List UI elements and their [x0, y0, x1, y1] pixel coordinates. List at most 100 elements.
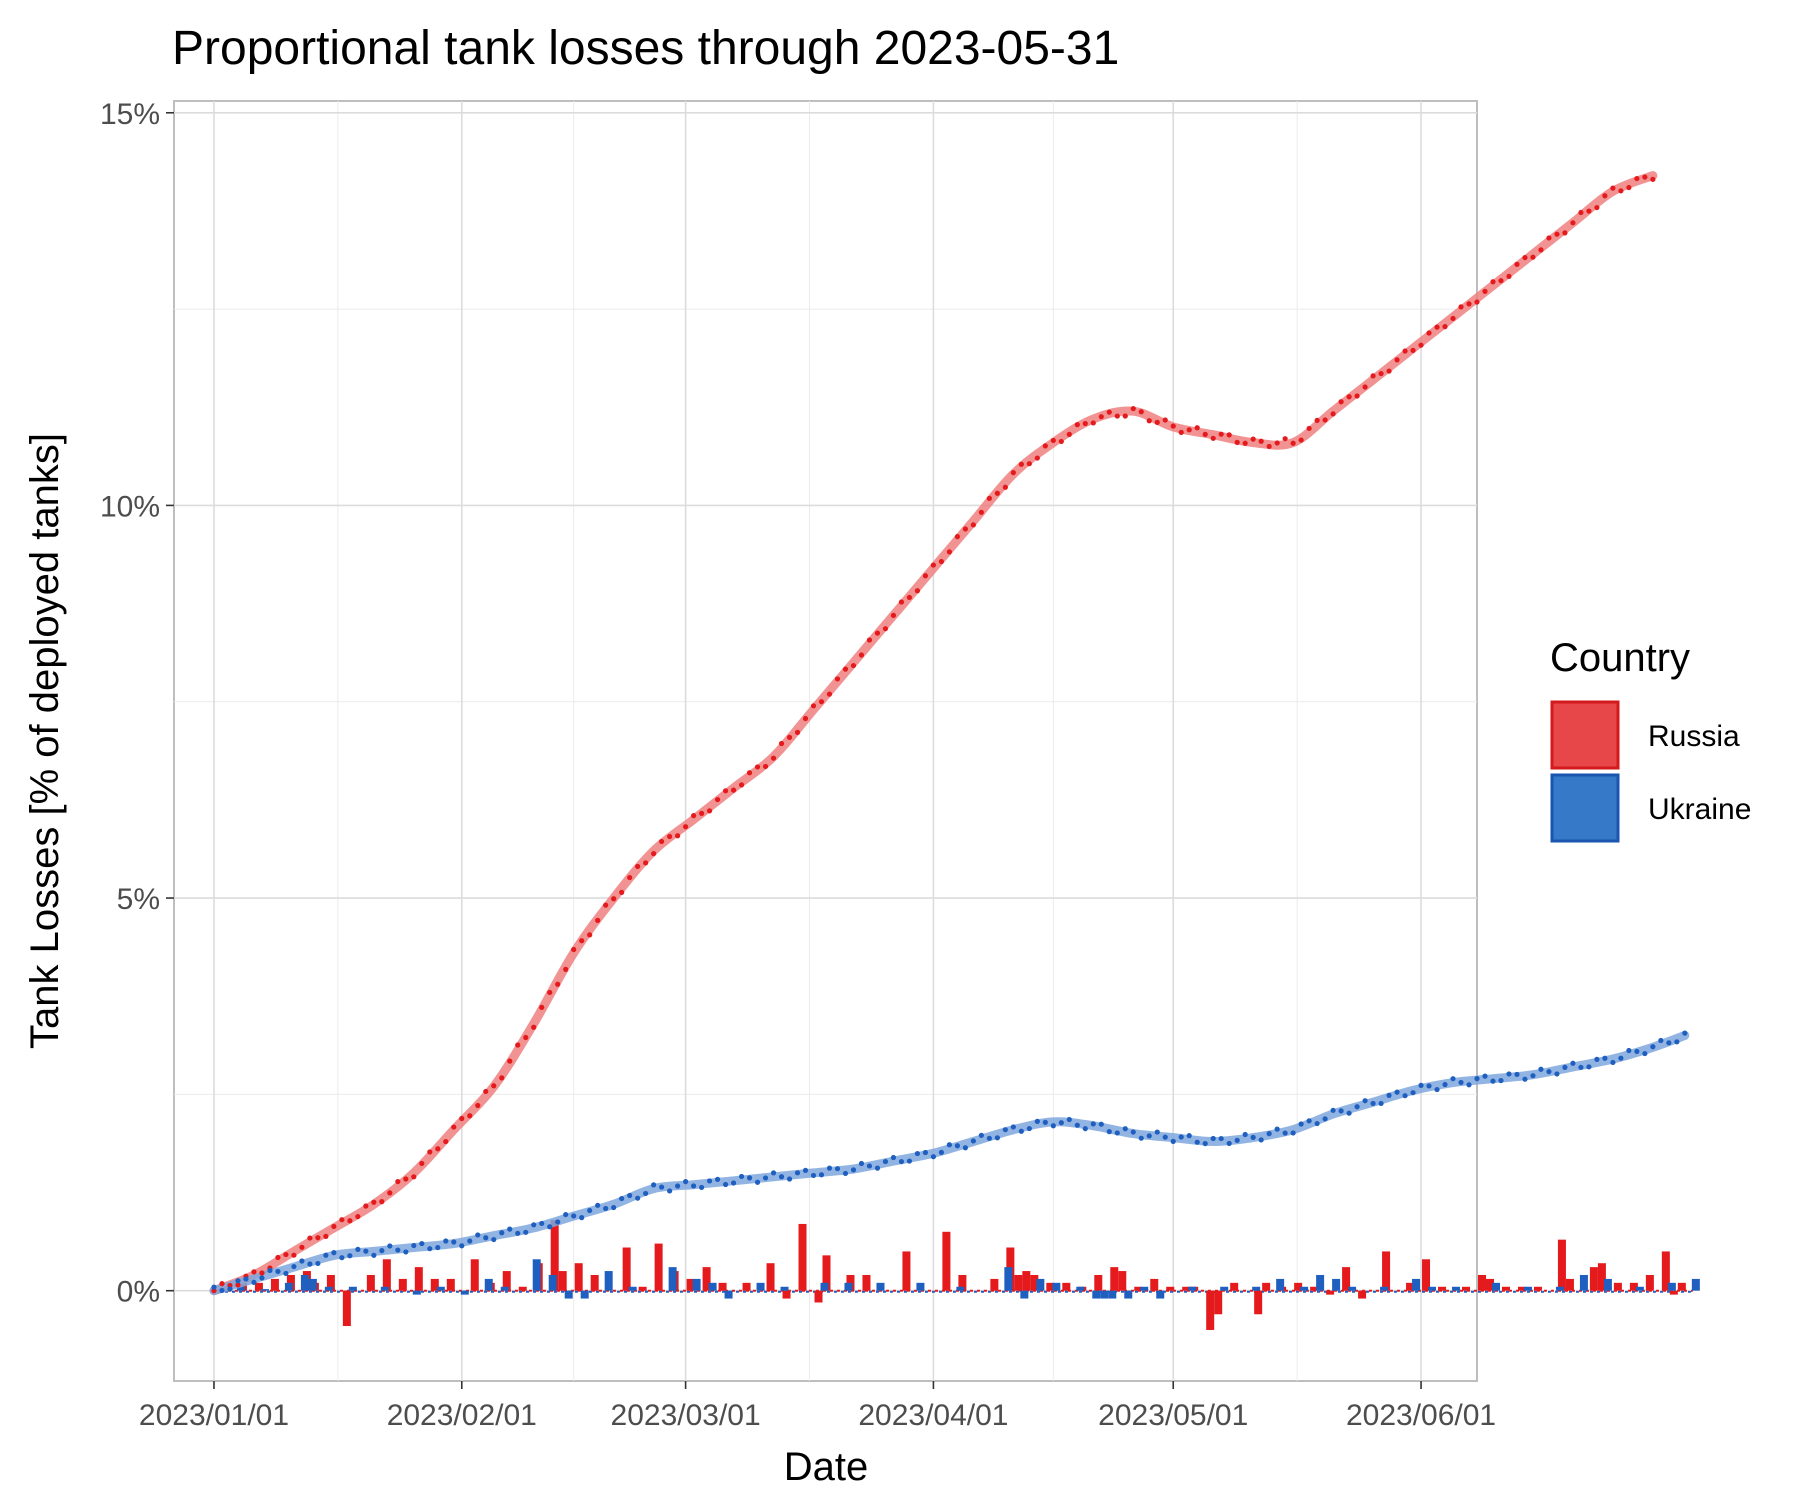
point-russia	[866, 637, 873, 643]
point-russia	[315, 1235, 321, 1241]
daily-bar-russia	[1030, 1274, 1039, 1291]
point-ukraine	[1682, 1030, 1688, 1036]
daily-bar-russia	[1613, 1282, 1622, 1291]
daily-bar-ukraine	[1523, 1286, 1532, 1291]
trend-line-ukraine	[209, 1031, 1690, 1296]
point-russia	[1426, 330, 1432, 336]
point-ukraine	[738, 1173, 745, 1180]
daily-bar-russia	[558, 1271, 567, 1291]
point-russia	[1642, 174, 1648, 180]
point-ukraine	[1530, 1073, 1536, 1079]
point-russia	[954, 534, 960, 540]
point-ukraine	[1402, 1093, 1408, 1099]
daily-bar-russia	[622, 1247, 631, 1291]
point-ukraine	[1298, 1121, 1304, 1127]
point-ukraine	[1138, 1135, 1144, 1141]
point-ukraine	[866, 1163, 873, 1169]
point-ukraine	[794, 1170, 801, 1176]
point-ukraine	[1386, 1092, 1392, 1098]
daily-bar-ukraine	[1100, 1290, 1109, 1299]
point-ukraine	[754, 1179, 761, 1185]
point-russia	[659, 838, 665, 845]
point-ukraine	[1210, 1135, 1216, 1142]
point-russia	[1242, 440, 1248, 446]
point-russia	[1338, 399, 1344, 405]
legend-key-russia	[1550, 700, 1620, 770]
point-ukraine	[1090, 1121, 1096, 1127]
point-russia	[1418, 342, 1424, 348]
point-ukraine	[1170, 1138, 1176, 1144]
point-ukraine	[906, 1158, 913, 1164]
point-russia	[603, 902, 609, 908]
point-ukraine	[363, 1248, 369, 1254]
point-ukraine	[355, 1246, 361, 1252]
point-russia	[1618, 188, 1624, 194]
point-ukraine	[283, 1270, 289, 1277]
point-ukraine	[531, 1222, 537, 1228]
point-russia	[523, 1034, 529, 1041]
point-ukraine	[1274, 1126, 1280, 1132]
point-ukraine	[826, 1165, 833, 1171]
point-ukraine	[411, 1242, 417, 1249]
point-russia	[850, 662, 857, 669]
point-russia	[363, 1203, 369, 1209]
point-ukraine	[970, 1138, 976, 1144]
point-russia	[730, 787, 737, 793]
point-ukraine	[603, 1205, 609, 1212]
daily-bar-russia	[1677, 1282, 1686, 1291]
point-ukraine	[834, 1166, 841, 1172]
point-russia	[914, 588, 921, 594]
daily-bar-ukraine	[1452, 1286, 1461, 1291]
point-russia	[1594, 204, 1600, 211]
point-ukraine	[307, 1261, 313, 1267]
point-ukraine	[675, 1183, 681, 1189]
point-russia	[778, 740, 785, 747]
point-ukraine	[387, 1243, 393, 1249]
point-ukraine	[1130, 1129, 1136, 1135]
point-ukraine	[1562, 1064, 1568, 1070]
daily-bar-russia	[702, 1267, 711, 1291]
point-ukraine	[1514, 1071, 1520, 1078]
point-russia	[698, 810, 705, 816]
point-russia	[834, 676, 841, 682]
daily-bar-russia	[1342, 1267, 1351, 1291]
daily-bar-ukraine	[1220, 1286, 1229, 1291]
x-axis: 2023/01/01 2023/02/01 2023/03/01 2023/04/01…	[139, 1381, 1496, 1432]
point-ukraine	[1442, 1081, 1448, 1088]
x-tick-label: 2023/06/01	[1346, 1399, 1496, 1432]
point-ukraine	[659, 1184, 665, 1190]
daily-bar-russia	[1118, 1271, 1127, 1291]
point-russia	[595, 917, 601, 923]
point-ukraine	[211, 1284, 217, 1290]
daily-bar-ukraine	[1076, 1286, 1085, 1291]
point-ukraine	[1082, 1126, 1088, 1132]
point-ukraine	[219, 1287, 225, 1294]
daily-bar-ukraine	[604, 1271, 613, 1291]
point-russia	[547, 989, 553, 996]
daily-bar-russia	[1294, 1282, 1303, 1291]
point-ukraine	[435, 1244, 441, 1251]
point-russia	[1210, 435, 1216, 441]
daily-bar-russia	[1022, 1271, 1031, 1291]
grid-lines	[174, 101, 1477, 1381]
point-russia	[1042, 443, 1048, 449]
point-ukraine	[1242, 1131, 1248, 1138]
daily-bar-russia	[862, 1274, 871, 1291]
point-ukraine	[323, 1252, 329, 1258]
daily-bar-russia	[1150, 1278, 1159, 1291]
point-ukraine	[786, 1176, 793, 1182]
point-russia	[1442, 324, 1448, 330]
point-russia	[619, 889, 625, 895]
point-ukraine	[1050, 1123, 1056, 1129]
point-russia	[451, 1124, 457, 1130]
point-russia	[1258, 438, 1264, 444]
point-ukraine	[1034, 1118, 1040, 1124]
daily-bar-ukraine	[1108, 1290, 1117, 1299]
point-russia	[371, 1199, 377, 1205]
point-ukraine	[1554, 1071, 1560, 1077]
point-ukraine	[858, 1160, 865, 1167]
point-ukraine	[1666, 1040, 1672, 1046]
y-tick-label: 10%	[100, 490, 160, 523]
legend-title: Country	[1550, 636, 1690, 680]
point-russia	[403, 1176, 409, 1182]
